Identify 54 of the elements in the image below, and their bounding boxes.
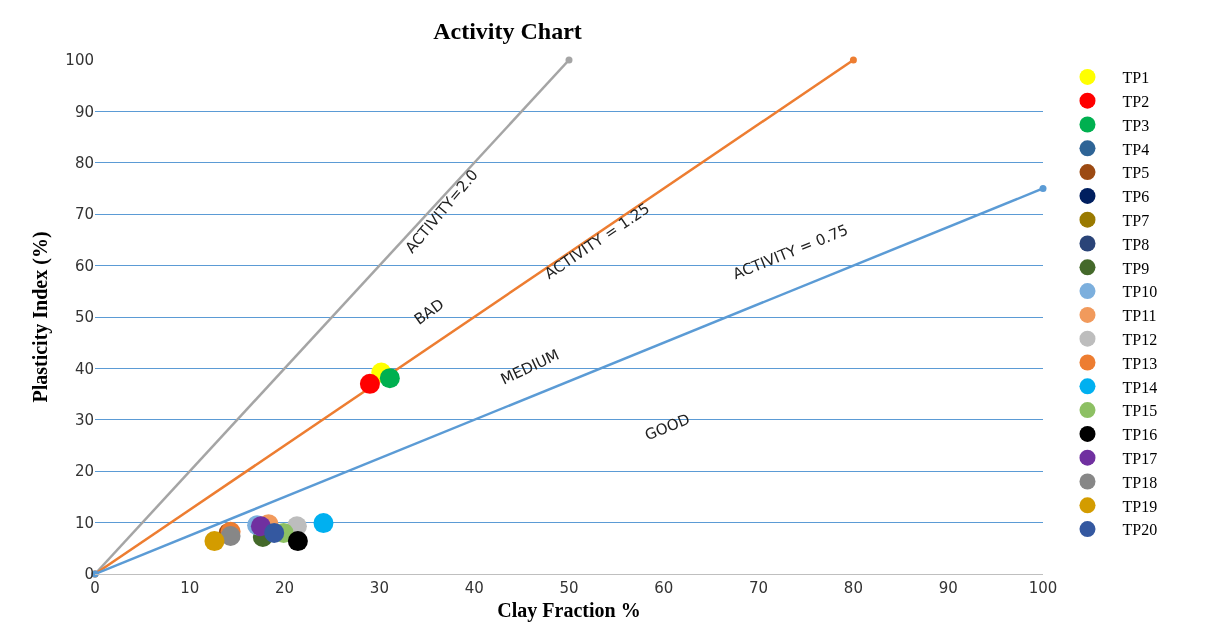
legend-label: TP9 (1122, 259, 1150, 277)
point (264, 522, 285, 543)
y-tick-label: 90 (74, 102, 94, 121)
y-tick-label: 70 (74, 205, 94, 224)
x-tick-label: 80 (843, 579, 863, 597)
legend-label: TP20 (1122, 521, 1158, 539)
legend-label: TP15 (1122, 402, 1158, 420)
legend-label: TP16 (1122, 426, 1158, 444)
legend-label: TP4 (1122, 140, 1150, 158)
y-tick-label: 30 (74, 411, 94, 430)
x-tick-label: 30 (369, 579, 389, 597)
annotation: BAD (410, 295, 448, 329)
y-tick-label: 50 (74, 308, 94, 327)
legend-label: TP11 (1122, 307, 1157, 325)
legend-label: TP6 (1122, 188, 1150, 206)
x-tick-label: 40 (464, 579, 484, 597)
legend-label: TP3 (1122, 116, 1150, 134)
legend-label: TP17 (1122, 449, 1158, 467)
legend-label: TP13 (1122, 354, 1158, 372)
point (379, 368, 400, 389)
legend-label: TP10 (1122, 283, 1158, 301)
y-axis-title: Plasticity Index (%) (28, 231, 52, 403)
legend-label: TP18 (1122, 473, 1158, 491)
point (313, 513, 334, 534)
legend-label: TP1 (1122, 69, 1150, 87)
point (1039, 185, 1047, 192)
y-tick-label: 20 (74, 462, 94, 481)
x-axis-title: Clay Fraction % (497, 598, 641, 622)
x-tick-label: 70 (749, 579, 769, 597)
x-tick-label: 90 (938, 579, 958, 597)
x-tick-label: 60 (654, 579, 674, 597)
chart-title: Activity Chart (433, 17, 582, 44)
legend-label: TP19 (1122, 497, 1158, 515)
y-tick-label: 10 (74, 513, 94, 532)
legend-label: TP2 (1122, 92, 1150, 110)
point (204, 531, 225, 552)
x-tick-label: 10 (180, 579, 200, 597)
x-tick-label: 100 (1028, 579, 1058, 597)
annotation: GOOD (642, 409, 693, 445)
y-tick-label: 60 (74, 256, 94, 275)
legend-label: TP8 (1122, 235, 1150, 253)
legend-label: TP7 (1122, 211, 1150, 229)
legend-label: TP12 (1122, 330, 1158, 348)
point (287, 531, 308, 552)
x-tick-label: 50 (559, 579, 579, 597)
y-tick-label: 40 (74, 359, 94, 378)
point (849, 56, 857, 64)
legend-label: TP5 (1122, 164, 1150, 182)
x-tick-label: 20 (275, 579, 295, 597)
point (565, 56, 573, 64)
y-tick-label: 100 (65, 51, 94, 70)
point (359, 373, 380, 394)
y-tick-label: 80 (74, 154, 94, 173)
legend-label: TP14 (1122, 378, 1158, 396)
